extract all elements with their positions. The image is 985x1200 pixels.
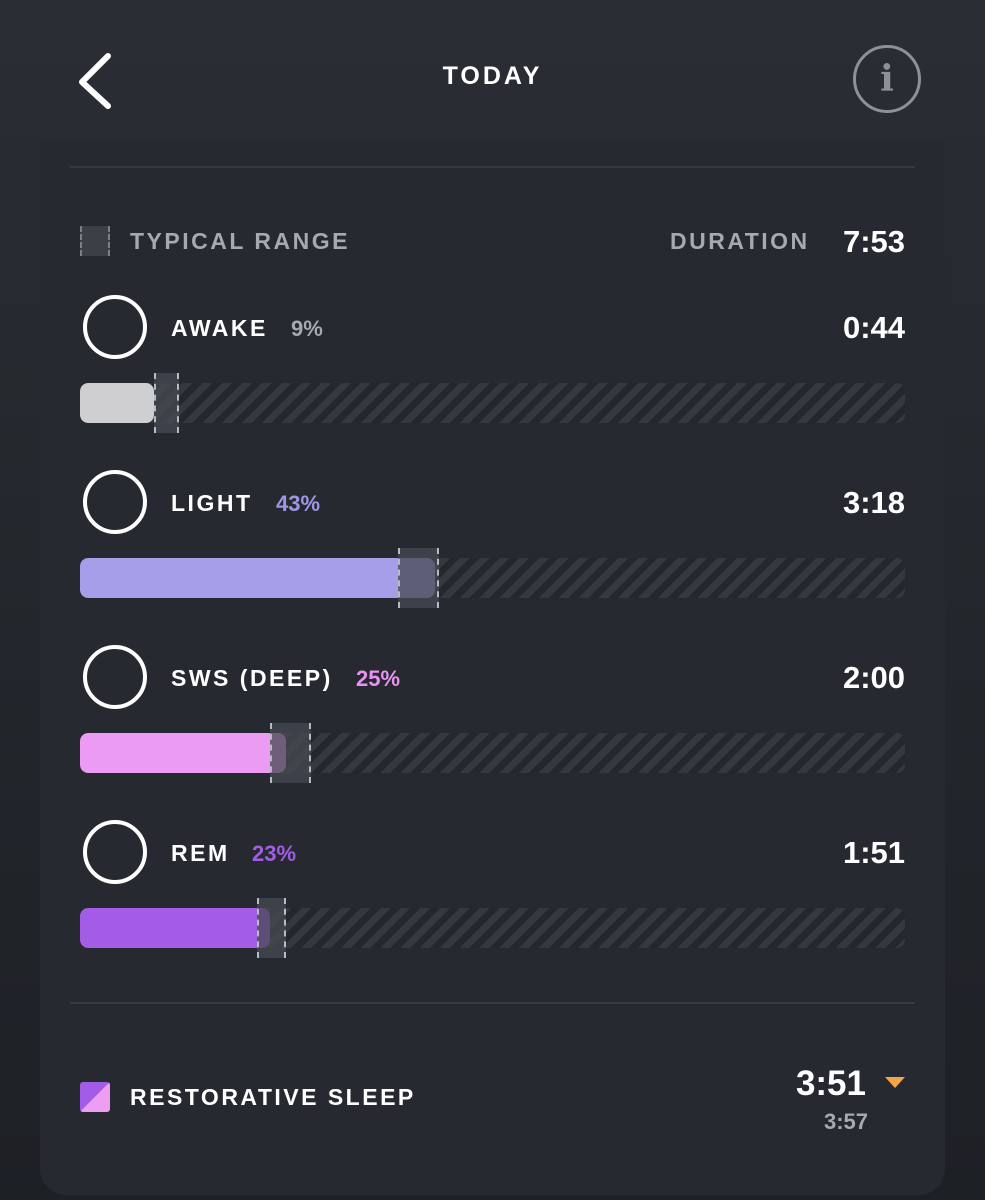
stage-name: AWAKE	[171, 315, 268, 341]
restorative-sleep-label: RESTORATIVE SLEEP	[130, 1084, 416, 1110]
info-button[interactable]: i	[853, 45, 921, 113]
stage-toggle-awake[interactable]	[83, 295, 147, 359]
duration-value: 7:53	[842, 224, 905, 259]
stage-row-rem: REM 23% 1:51	[80, 820, 905, 960]
stage-row-light: LIGHT 43% 3:18	[80, 470, 905, 610]
trend-down-icon	[885, 1077, 905, 1088]
stage-bar-fill	[80, 733, 287, 773]
stage-percent: 43%	[276, 491, 321, 516]
stage-toggle-rem[interactable]	[83, 820, 147, 884]
page-title: TODAY	[442, 62, 543, 90]
stage-time: 3:18	[842, 485, 905, 520]
sleep-stages-card: TYPICAL RANGE DURATION 7:53 AWAKE 9% 0:4…	[40, 140, 945, 1195]
stage-bar-track	[80, 383, 905, 423]
stage-toggle-sws[interactable]	[83, 645, 147, 709]
stage-toggle-light[interactable]	[83, 470, 147, 534]
info-icon: i	[880, 58, 894, 100]
restorative-sleep-previous: 3:57	[823, 1109, 868, 1134]
restorative-sleep-value: 3:51	[795, 1064, 866, 1103]
stage-percent: 9%	[291, 316, 323, 341]
restorative-sleep-swatch	[80, 1082, 110, 1112]
stage-percent: 25%	[356, 666, 401, 691]
duration-label: DURATION	[670, 228, 810, 254]
stage-time: 2:00	[842, 660, 905, 695]
stage-bar-fill	[80, 383, 155, 423]
stage-time: 1:51	[842, 835, 905, 870]
stage-row-sws: SWS (DEEP) 25% 2:00	[80, 645, 905, 785]
typical-range-swatch	[80, 226, 110, 256]
stage-bar-track	[80, 908, 905, 948]
stage-percent: 23%	[252, 841, 297, 866]
top-divider	[70, 166, 915, 168]
bottom-divider	[70, 1002, 915, 1004]
stage-bar-track	[80, 558, 905, 598]
stage-bar-fill	[80, 558, 435, 598]
stage-row-awake: AWAKE 9% 0:44	[80, 295, 905, 435]
stage-name: SWS (DEEP)	[171, 665, 333, 691]
typical-range-marker	[397, 548, 439, 608]
chevron-left-icon	[79, 53, 111, 109]
stage-name: REM	[171, 840, 230, 866]
stage-bar-fill	[80, 908, 270, 948]
back-button[interactable]	[70, 44, 130, 120]
typical-range-marker	[154, 373, 179, 433]
stage-bar-track	[80, 733, 905, 773]
stage-name: LIGHT	[171, 490, 253, 516]
typical-range-label: TYPICAL RANGE	[130, 228, 350, 254]
typical-range-marker	[257, 898, 287, 958]
stage-time: 0:44	[842, 310, 905, 345]
typical-range-marker	[269, 723, 311, 783]
